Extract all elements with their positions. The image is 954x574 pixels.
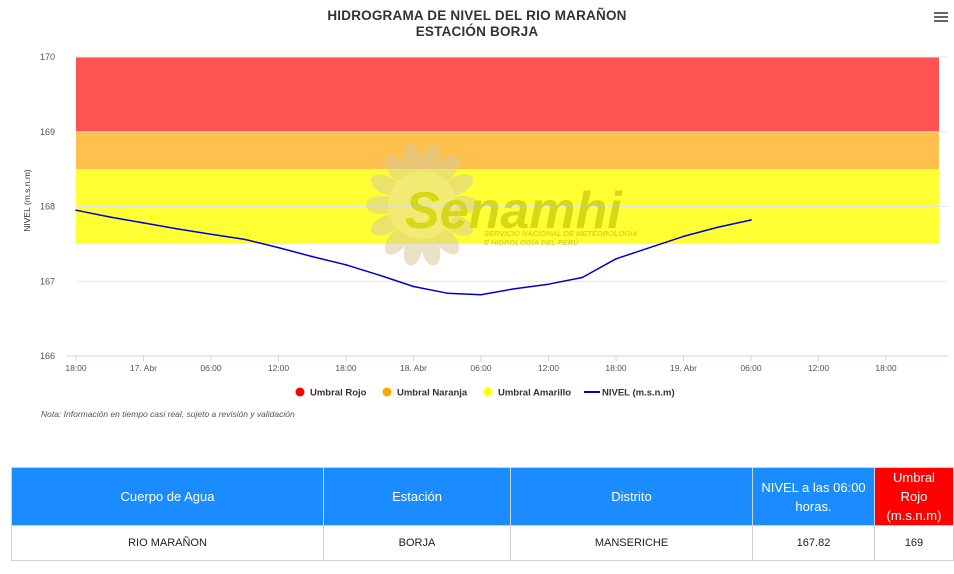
data-point [513,287,516,290]
sun-logo-icon [421,234,441,266]
cell-umbral-rojo: 169 [874,525,954,561]
legend-marker [483,387,493,397]
legend-marker [295,387,305,397]
data-point [176,228,179,230]
chart-container: 166 167 168 169 170 18:00 17. Abr 06:00 12:00 18:… [22,8,948,419]
data-note: Nota: Información en tiempo casi real, s… [41,409,295,419]
cell-cuerpo-de-agua: RIO MARAÑON [11,525,324,561]
x-tick-label: 06:00 [200,363,222,373]
header-distrito: Distrito [510,467,753,526]
threshold-band-umbral-naranja [76,131,939,170]
header-estacion: Estación [323,467,511,526]
sun-logo-icon [421,144,441,176]
x-tick-label: 18:00 [605,363,627,373]
data-point [750,219,752,221]
x-tick-label: 18:00 [335,363,357,373]
table-header-row: Cuerpo de Agua Estación Distrito NIVEL a… [11,467,954,526]
legend-label: Umbral Rojo [310,388,367,399]
sun-logo-icon [403,234,423,266]
header-cuerpo-de-agua: Cuerpo de Agua [11,467,324,526]
y-tick-label: 166 [40,351,55,361]
chart-subtitle: ESTACIÓN BORJA [415,24,539,39]
data-point [446,292,449,295]
data-point [243,238,246,241]
data-point [378,274,381,277]
threshold-band-umbral-rojo [76,57,939,132]
legend-label: Umbral Amarillo [498,388,571,399]
cell-distrito: MANSERICHE [510,525,753,561]
y-tick-label: 169 [40,127,55,137]
data-point [345,264,347,266]
watermark-logo-text: Senamhi [405,182,623,240]
y-tick-label: 167 [40,276,55,286]
y-tick-label: 168 [40,202,55,212]
x-tick-label: 12:00 [268,363,290,373]
sun-logo-icon [384,155,410,183]
cell-estacion: BORJA [323,525,511,561]
header-nivel: NIVEL a las 06:00 horas. [752,467,875,526]
hamburger-menu-icon[interactable] [934,10,948,22]
data-point [682,235,685,238]
y-tick-label: 170 [40,52,55,62]
sun-logo-icon [384,227,410,255]
data-point [412,285,415,288]
x-tick-label: 18:00 [875,363,897,373]
data-point [142,222,145,224]
data-point [480,293,482,296]
x-tick-label: 19. Abr [670,363,697,373]
data-point [716,226,719,229]
sun-logo-icon [403,144,423,176]
watermark-subtext: SERVICIO NACIONAL DE METEOROLOGÍA [484,229,638,238]
y-axis-label: NIVEL (m.s.n.m) [22,169,32,232]
data-point [108,216,111,218]
hydrograph-chart: 166 167 168 169 170 18:00 17. Abr 06:00 12:00 18:… [22,52,948,399]
x-tick-label: 12:00 [538,363,560,373]
sun-logo-icon [434,227,460,255]
sun-logo-icon [434,155,460,183]
x-tick-label: 06:00 [740,363,762,373]
x-tick-label: 12:00 [808,363,830,373]
watermark-subtext: E HIDROLOGÍA DEL PERÚ [484,238,579,247]
legend-label: NIVEL (m.s.n.m) [602,388,675,399]
data-point [547,283,550,286]
x-tick-label: 18:00 [65,363,87,373]
header-umbral-rojo: Umbral Rojo (m.s.n.m) [874,467,954,526]
data-point [648,246,651,249]
x-tick-label: 06:00 [470,363,492,373]
cell-nivel: 167.82 [752,525,875,561]
station-info-table: Cuerpo de Agua Estación Distrito NIVEL a… [11,467,954,561]
data-point [277,246,280,249]
legend-marker [382,387,392,397]
chart-title: HIDROGRAMA DE NIVEL DEL RIO MARAÑON [327,8,627,23]
data-point [75,209,77,212]
data-point [311,255,314,258]
sun-logo-icon [388,171,456,239]
data-point [210,233,212,235]
legend-label: Umbral Naranja [397,388,468,399]
table-row: RIO MARAÑON BORJA MANSERICHE 167.82 169 [11,525,954,561]
data-point [581,276,584,279]
x-tick-label: 17. Abr [130,363,157,373]
x-tick-label: 18. Abr [400,363,427,373]
data-point [615,258,617,260]
